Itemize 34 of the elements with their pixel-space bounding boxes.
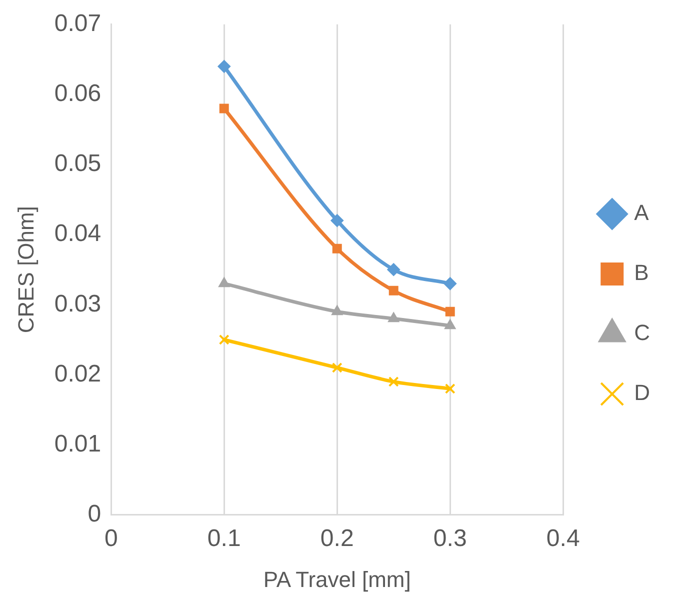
point xyxy=(218,277,230,288)
y-tick-label: 0.06 xyxy=(54,80,102,108)
point xyxy=(332,244,342,254)
point xyxy=(444,383,456,394)
point xyxy=(331,305,343,316)
x-tick-label: 0.1 xyxy=(207,524,241,552)
point xyxy=(388,376,399,387)
point xyxy=(387,263,400,276)
point xyxy=(219,104,229,114)
legend-label: A xyxy=(634,200,650,226)
point xyxy=(444,319,456,330)
point xyxy=(218,60,231,73)
x-axis-title: PA Travel [mm] xyxy=(263,566,411,592)
point xyxy=(218,334,230,345)
point xyxy=(444,277,457,290)
legend-label: D xyxy=(634,380,650,406)
x-tick-label: 0.4 xyxy=(546,524,580,552)
legend-label: B xyxy=(634,260,649,286)
x-tick-label: 0.3 xyxy=(433,524,467,552)
y-tick-label: 0.02 xyxy=(54,360,102,388)
y-axis-title: CRES [Ohm] xyxy=(13,206,38,334)
y-tick-label: 0.04 xyxy=(54,220,102,248)
y-tick-label: 0.03 xyxy=(54,290,102,318)
y-tick-label: 0 xyxy=(88,500,102,528)
point xyxy=(332,362,342,373)
x-tick-label: 0.2 xyxy=(320,524,354,552)
y-tick-label: 0.01 xyxy=(54,430,102,458)
point xyxy=(388,312,400,322)
y-tick-label: 0.07 xyxy=(54,10,102,38)
legend-label: C xyxy=(634,320,650,346)
point xyxy=(388,286,398,296)
y-tick-label: 0.05 xyxy=(54,150,102,178)
point xyxy=(330,214,344,228)
point xyxy=(445,306,455,316)
